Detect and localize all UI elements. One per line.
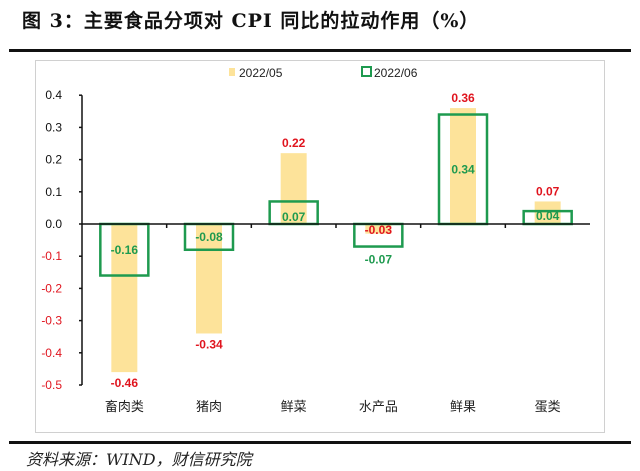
x-tick-label: 蛋类 <box>535 400 561 415</box>
bar-2022-05-2 <box>196 224 222 334</box>
data-label-2022-05: -0.34 <box>195 337 223 351</box>
data-label-2022-05: 0.36 <box>451 91 475 105</box>
data-label-2022-06: 0.04 <box>536 209 560 223</box>
y-tick-label: -0.5 <box>41 378 62 392</box>
bar-2022-05-5 <box>450 108 476 224</box>
legend-label-2022-05: 2022/05 <box>239 66 283 80</box>
y-tick-label: 0.4 <box>45 88 62 102</box>
legend-swatch-2022-05 <box>229 68 235 76</box>
data-label-2022-05: -0.46 <box>111 376 139 390</box>
data-label-2022-06: -0.08 <box>195 230 223 244</box>
data-label-2022-06: 0.07 <box>282 210 306 224</box>
x-tick-label: 猪肉 <box>196 400 222 415</box>
y-tick-label: -0.2 <box>41 281 62 295</box>
x-tick-label: 畜肉类 <box>105 399 144 415</box>
data-label-2022-06: -0.16 <box>111 243 139 257</box>
source-note: 资料来源：WIND，财信研究院 <box>26 450 252 469</box>
y-tick-label: -0.3 <box>41 314 62 328</box>
data-label-2022-05: -0.03 <box>365 223 393 237</box>
data-label-2022-06: 0.34 <box>451 162 475 176</box>
bar-2022-05-6 <box>534 201 561 224</box>
figure-title: 图 3：主要食品分项对 CPI 同比的拉动作用（%） <box>22 10 480 32</box>
y-tick-label: 0.2 <box>45 153 62 167</box>
legend-label-2022-06: 2022/06 <box>374 66 418 80</box>
top-rule <box>9 49 631 52</box>
bar-2022-05-1 <box>111 224 138 373</box>
legend-swatch-2022-06 <box>361 66 372 77</box>
chart-frame <box>35 60 605 433</box>
x-tick-label: 鲜果 <box>450 400 476 415</box>
y-tick-label: -0.4 <box>41 346 62 360</box>
y-tick-label: 0.1 <box>45 185 62 199</box>
y-tick-label: 0.3 <box>45 120 62 134</box>
data-label-2022-06: -0.07 <box>365 253 393 267</box>
data-label-2022-05: 0.07 <box>536 184 560 198</box>
y-tick-label: 0.0 <box>45 217 62 231</box>
x-tick-label: 鲜菜 <box>281 400 307 415</box>
x-tick-label: 水产品 <box>359 400 398 415</box>
bottom-rule <box>9 441 631 444</box>
y-tick-label: -0.1 <box>41 249 62 263</box>
data-label-2022-05: 0.22 <box>282 136 306 150</box>
bar-2022-05-3 <box>280 153 307 224</box>
bar-2022-05-4 <box>365 224 392 234</box>
